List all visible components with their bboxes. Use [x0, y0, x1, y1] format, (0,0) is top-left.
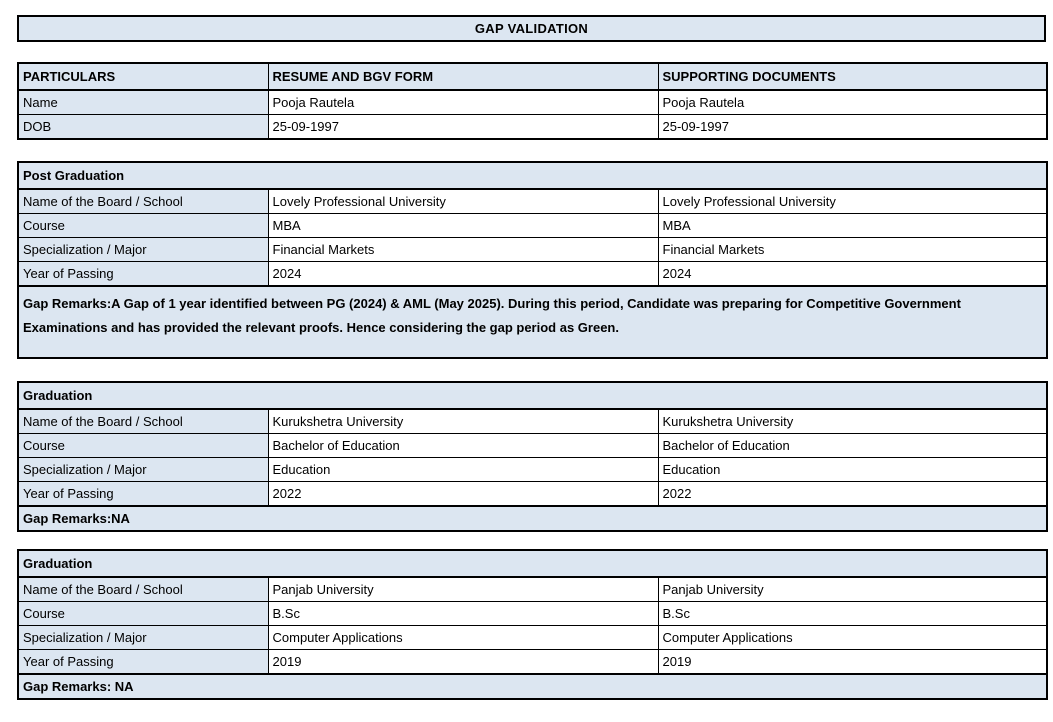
course-supporting-value: MBA	[657, 213, 1048, 238]
table-row-course: Course MBA MBA	[17, 213, 1048, 238]
table-row-course: Course Bachelor of Education Bachelor of…	[17, 433, 1048, 458]
gap-remarks-row: Gap Remarks: NA	[17, 673, 1048, 700]
column-header-resume-bgv: RESUME AND BGV FORM	[267, 62, 659, 91]
section-header-row: Graduation	[17, 549, 1048, 578]
year-supporting-value: 2024	[657, 261, 1048, 287]
column-header-particulars: PARTICULARS	[17, 62, 269, 91]
board-supporting-value: Kurukshetra University	[657, 408, 1048, 434]
row-label-dob: DOB	[17, 114, 269, 140]
name-supporting-value: Pooja Rautela	[657, 89, 1048, 115]
board-supporting-value: Panjab University	[657, 576, 1048, 602]
course-resume-value: MBA	[267, 213, 659, 238]
section-header-row: Graduation	[17, 381, 1048, 410]
gap-remarks-text: Gap Remarks: NA	[17, 673, 1048, 700]
course-resume-value: Bachelor of Education	[267, 433, 659, 458]
row-label: Course	[17, 601, 269, 626]
year-resume-value: 2022	[267, 481, 659, 507]
row-label: Specialization / Major	[17, 237, 269, 262]
table-row-specialization: Specialization / Major Education Educati…	[17, 457, 1048, 482]
table-row-board: Name of the Board / School Lovely Profes…	[17, 188, 1048, 214]
table-row-name: Name Pooja Rautela Pooja Rautela	[17, 89, 1048, 115]
table-row-year: Year of Passing 2024 2024	[17, 261, 1048, 287]
board-resume-value: Panjab University	[267, 576, 659, 602]
gap-remarks-text: Gap Remarks:A Gap of 1 year identified b…	[17, 285, 1048, 359]
gap-remarks-text: Gap Remarks:NA	[17, 505, 1048, 532]
year-resume-value: 2024	[267, 261, 659, 287]
specialization-resume-value: Financial Markets	[267, 237, 659, 262]
table-row-board: Name of the Board / School Kurukshetra U…	[17, 408, 1048, 434]
row-label: Year of Passing	[17, 481, 269, 507]
course-resume-value: B.Sc	[267, 601, 659, 626]
board-resume-value: Kurukshetra University	[267, 408, 659, 434]
specialization-resume-value: Computer Applications	[267, 625, 659, 650]
dob-resume-value: 25-09-1997	[267, 114, 659, 140]
specialization-supporting-value: Education	[657, 457, 1048, 482]
specialization-resume-value: Education	[267, 457, 659, 482]
specialization-supporting-value: Financial Markets	[657, 237, 1048, 262]
section-table-graduation-2: Graduation Name of the Board / School Pa…	[17, 549, 1049, 700]
table-row-year: Year of Passing 2019 2019	[17, 649, 1048, 675]
row-label: Name of the Board / School	[17, 408, 269, 434]
row-label: Specialization / Major	[17, 625, 269, 650]
section-table-graduation-1: Graduation Name of the Board / School Ku…	[17, 381, 1049, 532]
year-resume-value: 2019	[267, 649, 659, 675]
table-row-board: Name of the Board / School Panjab Univer…	[17, 576, 1048, 602]
section-heading: Post Graduation	[17, 161, 1048, 190]
candidate-summary-table: PARTICULARS RESUME AND BGV FORM SUPPORTI…	[17, 62, 1048, 140]
column-header-supporting-docs: SUPPORTING DOCUMENTS	[657, 62, 1048, 91]
year-supporting-value: 2022	[657, 481, 1048, 507]
dob-supporting-value: 25-09-1997	[657, 114, 1048, 140]
gap-validation-document: GAP VALIDATION PARTICULARS RESUME AND BG…	[0, 15, 1053, 722]
section-table-post-graduation: Post Graduation Name of the Board / Scho…	[17, 161, 1049, 359]
row-label: Year of Passing	[17, 261, 269, 287]
table-row-specialization: Specialization / Major Financial Markets…	[17, 237, 1048, 262]
name-resume-value: Pooja Rautela	[267, 89, 659, 115]
row-label: Name of the Board / School	[17, 188, 269, 214]
row-label: Specialization / Major	[17, 457, 269, 482]
gap-remarks-row: Gap Remarks:NA	[17, 505, 1048, 532]
section-header-row: Post Graduation	[17, 161, 1048, 190]
table-row-year: Year of Passing 2022 2022	[17, 481, 1048, 507]
year-supporting-value: 2019	[657, 649, 1048, 675]
course-supporting-value: B.Sc	[657, 601, 1048, 626]
row-label: Course	[17, 433, 269, 458]
table-row-specialization: Specialization / Major Computer Applicat…	[17, 625, 1048, 650]
section-heading: Graduation	[17, 549, 1048, 578]
table-row-dob: DOB 25-09-1997 25-09-1997	[17, 114, 1048, 140]
row-label: Name of the Board / School	[17, 576, 269, 602]
board-resume-value: Lovely Professional University	[267, 188, 659, 214]
section-heading: Graduation	[17, 381, 1048, 410]
row-label: Year of Passing	[17, 649, 269, 675]
summary-header-row: PARTICULARS RESUME AND BGV FORM SUPPORTI…	[17, 62, 1048, 91]
gap-remarks-row: Gap Remarks:A Gap of 1 year identified b…	[17, 285, 1048, 359]
course-supporting-value: Bachelor of Education	[657, 433, 1048, 458]
row-label: Course	[17, 213, 269, 238]
specialization-supporting-value: Computer Applications	[657, 625, 1048, 650]
table-row-course: Course B.Sc B.Sc	[17, 601, 1048, 626]
page-title: GAP VALIDATION	[17, 15, 1046, 42]
row-label-name: Name	[17, 89, 269, 115]
board-supporting-value: Lovely Professional University	[657, 188, 1048, 214]
